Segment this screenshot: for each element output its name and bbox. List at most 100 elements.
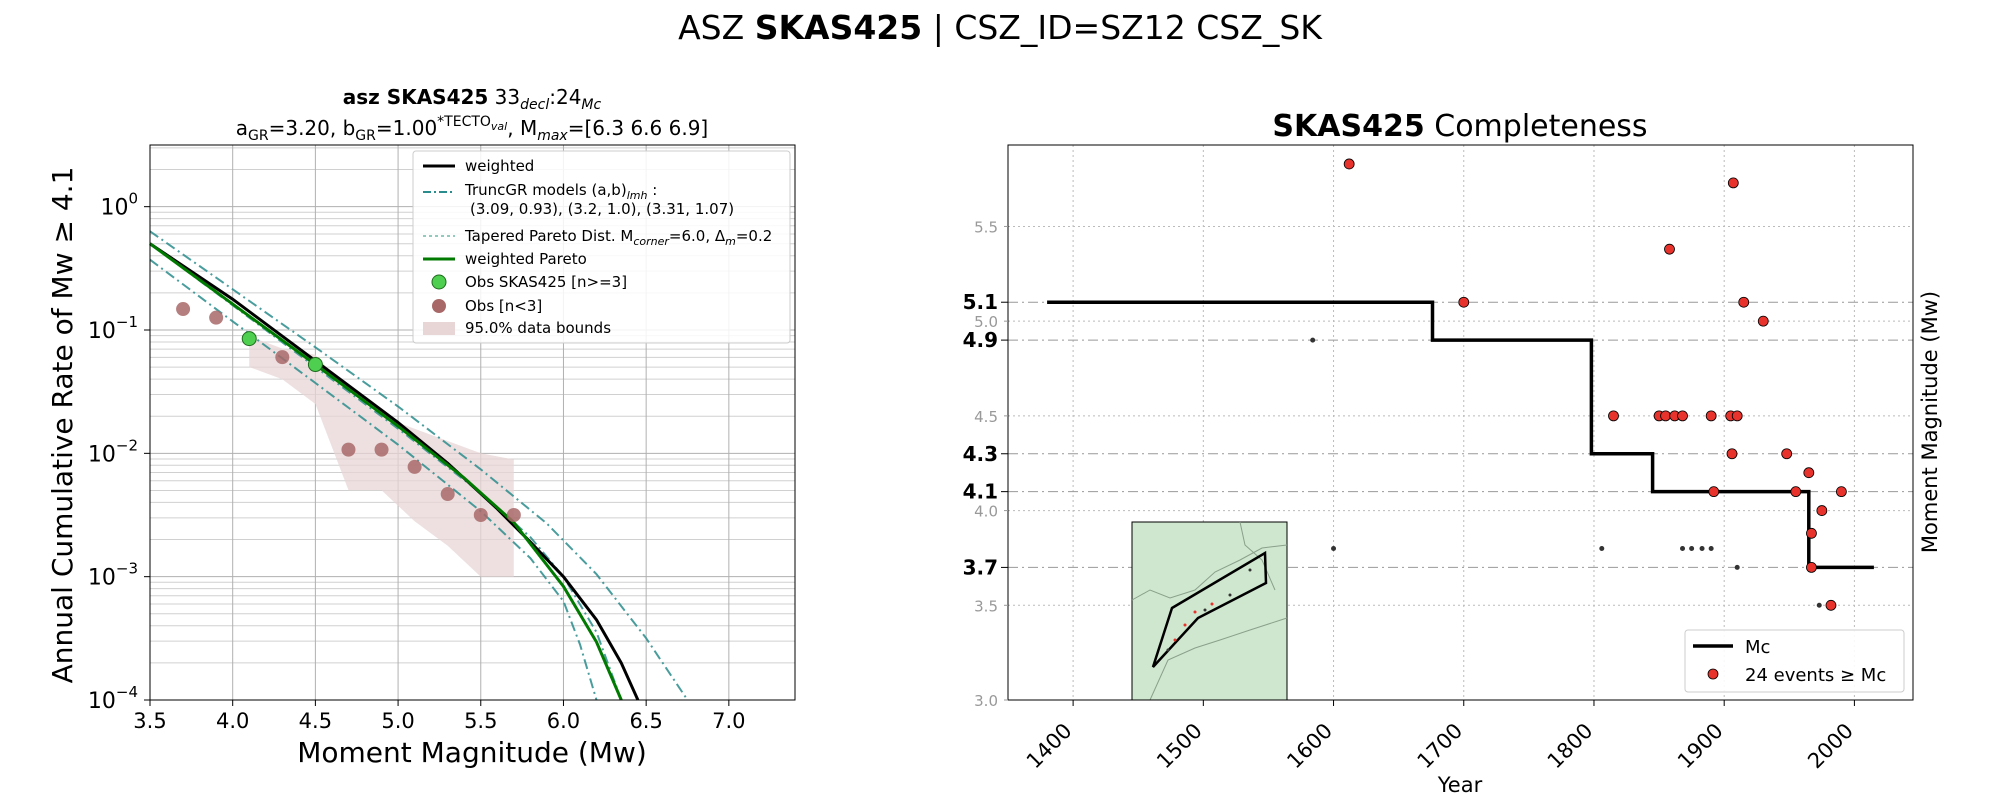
right-legend: Mc 24 events ≥ Mc — [1684, 629, 1905, 693]
inset-event-dot — [1183, 623, 1187, 627]
small-event-point — [1708, 545, 1714, 551]
legend-events-label: 24 events ≥ Mc — [1745, 665, 1886, 686]
legend-truncgr-values: (3.09, 0.93), (3.2, 1.0), (3.31, 1.07) — [470, 200, 734, 218]
left-y-axis-label: Annual Cumulative Rate of Mw ≥ 4.1 — [46, 167, 79, 684]
left-x-tick-label: 7.0 — [712, 709, 745, 733]
left-y-tick-label: 10−2 — [88, 436, 138, 467]
right-y-ticks: 3.0 3.5 4.0 4.5 5.0 5.5 3.7 4.1 4.3 4.9 5.1 — [963, 218, 1008, 710]
right-x-tick-label: 1400 — [1022, 719, 1077, 774]
lines-layer — [149, 230, 689, 701]
cumulative-rate-chart: 3.5 4.0 4.5 5.0 5.5 6.0 6.5 7.0 100 10−1 10−2 10−3… — [46, 85, 796, 769]
small-event-point — [1680, 545, 1686, 551]
left-x-tick-label: 6.0 — [547, 709, 580, 733]
event-point — [1806, 527, 1817, 539]
event-point — [1343, 158, 1355, 170]
inset-event-dot — [1203, 608, 1207, 612]
small-event-point — [1310, 337, 1316, 343]
obs-small-point — [440, 487, 455, 502]
event-point — [1806, 562, 1817, 573]
right-y-tick-label-minor: 4.5 — [974, 408, 998, 426]
left-x-tick-label: 3.5 — [133, 709, 166, 733]
legend-events-swatch — [1707, 668, 1719, 680]
right-x-axis-label: Year — [1437, 773, 1483, 797]
small-event-point — [1734, 564, 1740, 570]
legend-obs-main-label: Obs SKAS425 [n>=3] — [465, 273, 627, 291]
event-point — [1708, 486, 1720, 498]
small-event-point — [1331, 545, 1337, 551]
obs-small-point — [275, 350, 290, 365]
right-y-tick-label-major: 4.3 — [963, 442, 998, 466]
inset-event-dot — [1166, 648, 1170, 652]
left-x-tick-label: 5.0 — [381, 709, 414, 733]
event-point — [1790, 486, 1802, 498]
legend-frame — [412, 150, 791, 344]
left-x-tick-label: 6.5 — [629, 709, 662, 733]
inset-zone-outline — [1151, 550, 1268, 668]
right-x-tick-label: 1900 — [1673, 719, 1728, 774]
truncgr-high-line — [149, 230, 689, 701]
inset-event-dot — [1173, 638, 1177, 642]
legend-truncgr-label: TruncGR models (a,b)lmh : — [464, 181, 657, 202]
right-y-tick-label-minor: 3.0 — [974, 692, 998, 710]
inset-event-dot — [1193, 610, 1197, 614]
right-title: SKAS425 Completeness — [1272, 109, 1647, 144]
page-title: ASZ SKAS425 | CSZ_ID=SZ12 CSZ_SK — [678, 8, 1322, 47]
right-y-tick-label-major: 4.9 — [963, 328, 998, 352]
left-y-tick-label: 10−4 — [88, 683, 138, 714]
inset-event-dot — [1210, 602, 1214, 606]
left-x-tick-label: 5.5 — [464, 709, 497, 733]
left-y-tick-label: 10−1 — [88, 313, 138, 344]
left-legend: weighted TruncGR models (a,b)lmh : (3.09… — [412, 150, 791, 344]
event-point — [1726, 448, 1738, 460]
left-x-tick-label: 4.5 — [299, 709, 332, 733]
legend-weighted-label: weighted — [465, 157, 534, 175]
left-x-axis-label: Moment Magnitude (Mw) — [297, 736, 647, 769]
obs-main-point — [307, 357, 323, 373]
inset-border-line-2 — [1149, 617, 1288, 701]
obs-main-point — [241, 331, 257, 347]
event-point — [1731, 410, 1743, 422]
right-y-axis-label: Moment Magnitude (Mw) — [1918, 291, 1942, 553]
event-point — [1803, 467, 1815, 479]
legend-pareto-label: weighted Pareto — [465, 250, 587, 268]
inset-event-dot — [1248, 568, 1252, 572]
right-x-tick-label: 1800 — [1543, 719, 1598, 774]
weighted-pareto-line — [149, 242, 623, 701]
event-point — [1825, 599, 1837, 611]
events-layer — [1310, 158, 1847, 611]
event-point — [1738, 296, 1750, 308]
right-y-tick-label-major: 5.1 — [963, 290, 998, 314]
right-axes-frame — [1007, 144, 1914, 701]
small-event-point — [1689, 545, 1695, 551]
event-point — [1608, 410, 1619, 422]
event-point — [1458, 296, 1470, 308]
left-title-line1: asz SKAS425 33decl:24Mc — [343, 85, 602, 113]
right-y-tick-label-major: 3.7 — [963, 555, 998, 579]
inset-map — [1131, 521, 1288, 701]
legend-obs-main-swatch — [431, 274, 447, 290]
obs-small-point — [506, 508, 521, 522]
legend-bounds-swatch — [423, 322, 455, 335]
right-y-tick-label-minor: 3.5 — [974, 597, 998, 615]
left-x-tick-label: 4.0 — [216, 709, 249, 733]
right-y-tick-label-minor: 4.0 — [974, 503, 998, 521]
right-y-tick-label-major: 4.1 — [963, 480, 998, 504]
event-point — [1757, 315, 1769, 327]
inset-border-line — [1131, 544, 1288, 601]
left-x-ticks: 3.5 4.0 4.5 5.0 5.5 6.0 6.5 7.0 — [133, 700, 746, 733]
right-x-ticks: 1400 1500 1600 1700 1800 1900 2000 — [1022, 700, 1858, 773]
obs-small-point — [209, 310, 224, 325]
right-x-tick-label: 2000 — [1803, 719, 1858, 774]
left-title-line2: aGR=3.20, bGR=1.00*TECTOval, Mmax=[6.3 6… — [236, 114, 708, 144]
small-event-point — [1816, 602, 1822, 608]
right-x-tick-label: 1700 — [1413, 719, 1468, 774]
left-y-tick-label: 10−3 — [88, 560, 138, 591]
event-point — [1727, 177, 1739, 189]
obs-small-point — [473, 508, 488, 522]
right-x-tick-label: 1500 — [1152, 719, 1207, 774]
event-point — [1664, 243, 1675, 255]
right-legend-frame — [1684, 629, 1905, 693]
event-point — [1816, 505, 1828, 516]
event-point — [1835, 486, 1847, 498]
